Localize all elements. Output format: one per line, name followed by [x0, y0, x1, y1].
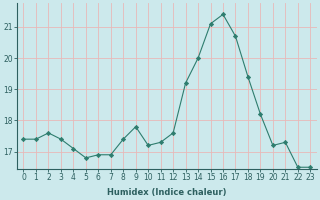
X-axis label: Humidex (Indice chaleur): Humidex (Indice chaleur)	[107, 188, 227, 197]
